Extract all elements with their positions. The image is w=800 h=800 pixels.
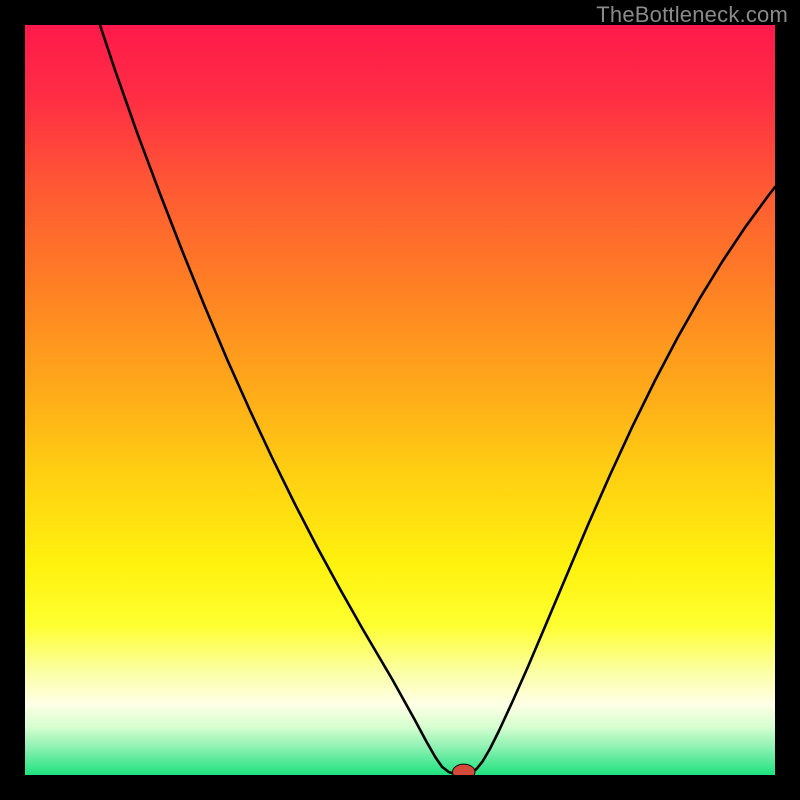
bottleneck-chart — [25, 25, 775, 775]
watermark-text: TheBottleneck.com — [596, 2, 788, 28]
chart-svg — [25, 25, 775, 775]
chart-background — [25, 25, 775, 775]
